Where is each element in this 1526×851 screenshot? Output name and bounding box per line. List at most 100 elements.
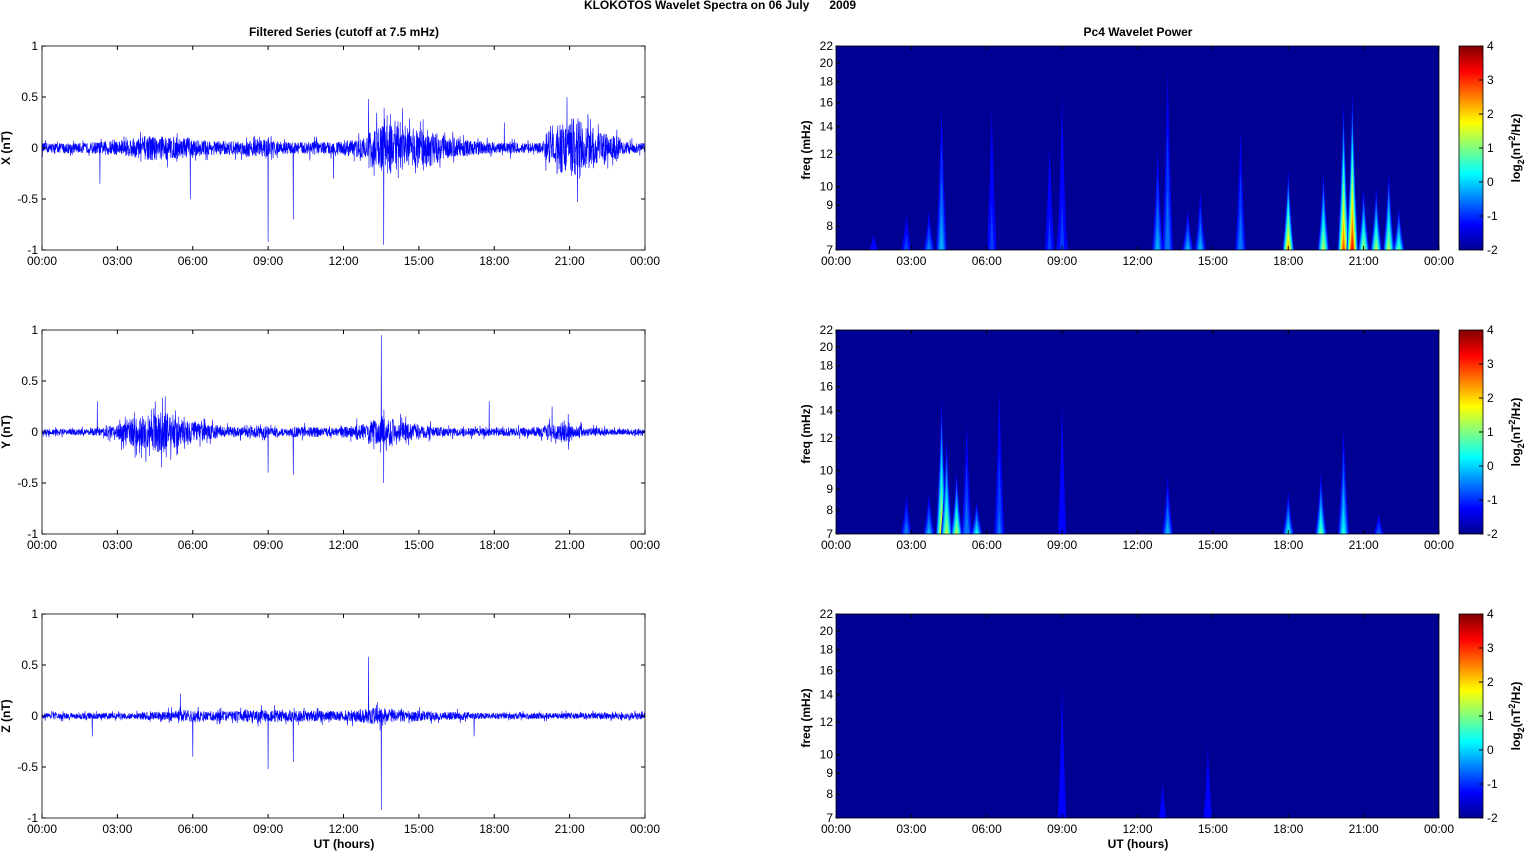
x-tick-label: 00:00	[1424, 538, 1454, 552]
y-tick-label: -1	[27, 243, 38, 257]
power-burst	[955, 530, 958, 534]
y-axis-label: Y (nT)	[0, 415, 13, 449]
y-tick-label: -0.5	[17, 476, 38, 490]
y-tick-label: 9	[826, 198, 833, 212]
x-tick-label: 00:00	[1424, 254, 1454, 268]
y-tick-label: 1	[31, 323, 38, 337]
colorbar-label-part: 2	[1507, 420, 1517, 425]
x-tick-label: 18:00	[1273, 254, 1303, 268]
colorbar-label: log2(nT2/Hz)	[1507, 682, 1526, 751]
x-tick-label: 00:00	[821, 822, 851, 836]
power-burst	[1374, 239, 1378, 250]
y-tick-label: 7	[826, 243, 833, 257]
y-tick-label: 9	[826, 482, 833, 496]
y-tick-label: 10	[820, 179, 834, 193]
x-tick-label: 06:00	[972, 538, 1002, 552]
x-tick-label: 21:00	[1349, 538, 1379, 552]
x-tick-label: 00:00	[630, 538, 660, 552]
y-tick-label: 20	[820, 56, 834, 70]
colorbar-tick-label: -1	[1487, 209, 1498, 223]
spectrum-background	[836, 330, 1439, 534]
y-tick-label: 10	[820, 463, 834, 477]
colorbar-label-part: 2	[1516, 443, 1526, 448]
y-axis-label: freq (mHz)	[799, 688, 813, 747]
power-burst	[1238, 209, 1243, 250]
figure-title: KLOKOTOS Wavelet Spectra on 06 July 2009	[584, 0, 856, 12]
y-tick-label: 12	[820, 147, 834, 161]
colorbar-label-part: /Hz)	[1509, 114, 1523, 136]
x-tick-label: 12:00	[1122, 254, 1152, 268]
x-tick-label: 15:00	[1198, 254, 1228, 268]
y-tick-label: 7	[826, 811, 833, 825]
x-tick-label: 03:00	[896, 254, 926, 268]
power-burst	[901, 214, 912, 250]
colorbar-tick-label: 2	[1487, 107, 1494, 121]
y-tick-label: 22	[820, 607, 834, 621]
power-burst	[1165, 188, 1171, 250]
power-burst	[1184, 229, 1191, 250]
power-burst	[1164, 505, 1171, 534]
x-tick-label: 00:00	[821, 254, 851, 268]
x-tick-label: 15:00	[404, 254, 434, 268]
power-burst	[1318, 516, 1324, 534]
x-tick-label: 03:00	[896, 822, 926, 836]
colorbar-label-part: (nT	[1509, 708, 1523, 727]
x-tick-label: 18:00	[479, 254, 509, 268]
power-burst	[1198, 236, 1203, 250]
x-axis-label: UT (hours)	[1108, 837, 1169, 851]
colorbar-tick-label: 1	[1487, 141, 1494, 155]
x-tick-label: 21:00	[555, 254, 585, 268]
y-axis-label: freq (mHz)	[799, 120, 813, 179]
power-burst	[989, 200, 995, 250]
y-tick-label: 1	[31, 607, 38, 621]
y-tick-label: 14	[820, 120, 834, 134]
power-burst	[1377, 530, 1381, 534]
y-tick-label: 12	[820, 715, 834, 729]
colorbar-label-part: 2	[1516, 159, 1526, 164]
power-burst	[1044, 146, 1055, 250]
y-tick-label: 16	[820, 664, 834, 678]
x-tick-label: 00:00	[27, 538, 57, 552]
x-tick-label: 00:00	[27, 254, 57, 268]
power-burst	[1321, 236, 1326, 250]
series-line	[41, 335, 646, 484]
y-tick-label: 0.5	[21, 374, 38, 388]
colorbar-label: log2(nT2/Hz)	[1507, 114, 1526, 183]
x-tick-label: 03:00	[102, 254, 132, 268]
x-tick-label: 15:00	[1198, 822, 1228, 836]
x-tick-label: 18:00	[479, 538, 509, 552]
colorbar-label-part: 2	[1507, 704, 1517, 709]
power-burst	[1341, 227, 1346, 250]
y-axis-label: Z (nT)	[0, 699, 13, 732]
power-burst	[1286, 239, 1290, 250]
colorbar-tick-label: -1	[1487, 493, 1498, 507]
y-tick-label: 10	[820, 747, 834, 761]
x-tick-label: 21:00	[555, 822, 585, 836]
x-tick-label: 09:00	[253, 254, 283, 268]
x-tick-label: 00:00	[630, 254, 660, 268]
y-tick-label: -0.5	[17, 760, 38, 774]
x-tick-label: 21:00	[1349, 254, 1379, 268]
colorbar-tick-label: -2	[1487, 811, 1498, 825]
x-tick-label: 03:00	[102, 538, 132, 552]
power-burst	[1165, 520, 1170, 534]
power-burst	[1319, 525, 1323, 534]
x-tick-label: 15:00	[1198, 538, 1228, 552]
power-burst	[1203, 746, 1212, 818]
x-tick-label: 18:00	[479, 822, 509, 836]
colorbar-tick-label: 4	[1487, 39, 1494, 53]
y-tick-label: 0	[31, 141, 38, 155]
x-tick-label: 09:00	[253, 538, 283, 552]
y-tick-label: 12	[820, 431, 834, 445]
colorbar-tick-label: 3	[1487, 357, 1494, 371]
colorbar-tick-label: 1	[1487, 709, 1494, 723]
x-tick-label: 06:00	[178, 254, 208, 268]
y-tick-label: 16	[820, 96, 834, 110]
colorbar-tick-label: -2	[1487, 243, 1498, 257]
colorbar-tick-label: 2	[1487, 391, 1494, 405]
colorbar-tick-label: 3	[1487, 641, 1494, 655]
